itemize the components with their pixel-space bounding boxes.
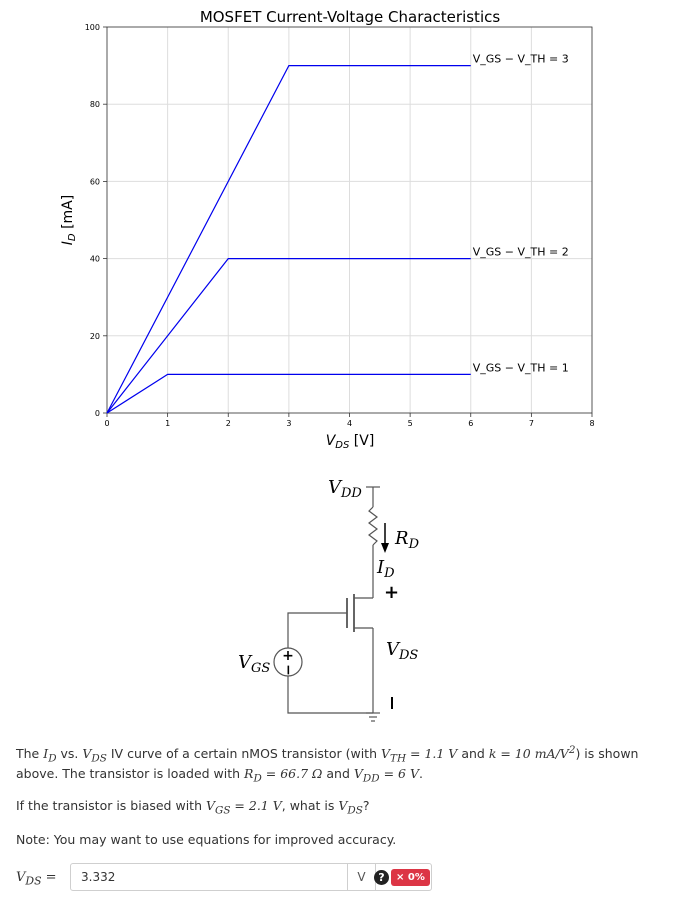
series-label-3: V_GS − V_TH = 3 (473, 53, 569, 66)
text-segment: ? (362, 798, 370, 813)
math-sub: GS (215, 804, 231, 817)
chart-series (106, 64, 471, 414)
problem-statement-line2: above. The transistor is loaded with RD … (16, 766, 423, 785)
math-var: V (82, 746, 92, 762)
math-value: = 1.1 V (406, 746, 458, 762)
math-var: k (488, 746, 497, 762)
math-var: V (338, 798, 348, 813)
series-line-2 (106, 258, 471, 414)
math-value: = 10 mA/V (496, 746, 569, 762)
gate-wire (287, 612, 347, 648)
text-segment: above. The transistor is loaded with (16, 766, 245, 781)
chart-grid (106, 26, 593, 414)
series-label-2: V_GS − V_TH = 2 (473, 246, 569, 259)
math-value: = 66.7 Ω (261, 766, 323, 781)
math-sub: TH (390, 752, 407, 765)
problem-statement-line1: The ID vs. VDS IV curve of a certain nMO… (16, 744, 638, 765)
math-value: = 2.1 V (230, 798, 282, 813)
chart-series-labels: V_GS − V_TH = 1 V_GS − V_TH = 2 V_GS − V_T… (473, 53, 569, 375)
y-tick-label: 80 (90, 100, 100, 109)
vdd-label: VDD (328, 477, 362, 501)
rd-label: RD (394, 528, 420, 552)
math-value: = 6 V (379, 766, 419, 781)
question-text: If the transistor is biased with VGS = 2… (16, 798, 370, 817)
answer-status: ? × 0% (374, 863, 432, 891)
text-segment: and (457, 746, 489, 762)
y-tick-label: 60 (90, 177, 100, 186)
x-tick-label: 7 (529, 419, 534, 428)
series-label-1: V_GS − V_TH = 1 (473, 361, 569, 374)
x-tick-label: 4 (347, 419, 352, 428)
x-tick-label: 3 (286, 419, 291, 428)
iv-chart: MOSFET Current-Voltage Characteristics 0… (60, 8, 595, 451)
math-var: I (43, 746, 49, 762)
y-tick-label: 0 (95, 409, 100, 418)
text-segment: , what is (281, 798, 339, 813)
x-tick-label: 0 (104, 419, 109, 428)
math-var: V (380, 746, 390, 762)
series-line-3 (106, 64, 471, 414)
plot-frame (106, 26, 593, 414)
text-segment: ) is shown (575, 746, 639, 762)
y-tick-label: 100 (85, 23, 100, 32)
note-text: Note: You may want to use equations for … (16, 832, 397, 847)
resistor-rd (368, 506, 378, 546)
math-sub: D (48, 752, 57, 765)
math-sub: D (253, 772, 262, 785)
answer-input[interactable] (70, 863, 348, 891)
math-var: V (353, 766, 363, 781)
id-arrow-head (381, 543, 389, 553)
math-eq: = (41, 870, 57, 885)
math-var: R (244, 766, 254, 781)
math-var: V (16, 870, 26, 885)
text-segment: If the transistor is biased with (16, 798, 206, 813)
text-segment: The (16, 746, 44, 762)
vds-plus: + (384, 582, 399, 603)
y-axis-label: ID [mA] (60, 195, 78, 245)
vds-label: VDS (386, 639, 418, 663)
circuit-diagram: VDD RD ID + + − VGS VDS (238, 477, 420, 722)
text-segment: IV curve of a certain nMOS transistor (w… (106, 746, 381, 762)
math-sub: DS (25, 874, 42, 888)
math-var: V (205, 798, 215, 813)
x-tick-label: 5 (408, 419, 413, 428)
y-tick-label: 20 (90, 332, 100, 341)
text-segment: vs. (56, 746, 83, 762)
answer-row: VDS = V ? × 0% (16, 863, 436, 893)
vgs-source-minus: − (280, 664, 296, 676)
score-badge: × 0% (391, 869, 430, 886)
unit-label: V (348, 863, 376, 891)
math-sup: 2 (568, 744, 576, 756)
id-label: ID (376, 557, 395, 581)
x-tick-label: 2 (226, 419, 231, 428)
chart-title: MOSFET Current-Voltage Characteristics (200, 8, 501, 26)
math-sub: DS (347, 804, 363, 817)
help-icon[interactable]: ? (374, 870, 389, 885)
vgs-return-wire (287, 676, 373, 714)
vgs-label: VGS (238, 652, 270, 676)
text-segment: . (418, 766, 423, 781)
vgs-source-plus: + (282, 648, 294, 664)
math-sub: DD (362, 772, 380, 785)
y-tick-label: 40 (90, 255, 100, 264)
math-sub: DS (91, 752, 107, 765)
x-tick-label: 8 (589, 419, 594, 428)
series-line-1 (106, 373, 471, 414)
text-segment: and (322, 766, 354, 781)
x-axis-label: VDS [V] (326, 433, 375, 451)
answer-label: VDS = (16, 870, 57, 888)
x-tick-label: 6 (468, 419, 473, 428)
x-tick-label: 1 (165, 419, 170, 428)
